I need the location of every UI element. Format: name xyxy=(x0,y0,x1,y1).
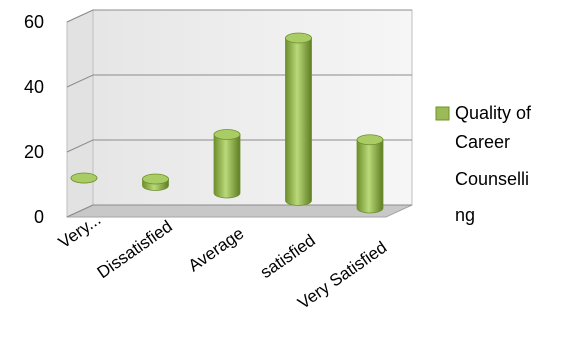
y-tick-label: 0 xyxy=(34,207,44,227)
legend: Quality of Career Counselli ng xyxy=(435,103,532,225)
legend-line-1: Quality of xyxy=(455,103,532,123)
bar xyxy=(213,129,241,199)
category-labels: Very...Dissatisfied Average satisfiedVery … xyxy=(55,210,390,313)
chart-side-wall xyxy=(66,9,94,218)
bar-top xyxy=(356,134,384,146)
y-axis-ticks: 0 20 40 60 xyxy=(24,12,44,227)
bar xyxy=(285,32,312,206)
category-label: satisfied xyxy=(257,231,319,282)
bar-body xyxy=(356,139,384,214)
gridline xyxy=(66,9,412,23)
bar xyxy=(70,172,98,184)
category-label: Dissatisfied xyxy=(94,217,176,282)
bar-top xyxy=(285,32,312,44)
legend-line-2: Career xyxy=(455,132,510,152)
bar-top xyxy=(142,173,169,185)
bar-body xyxy=(285,37,312,206)
bar-top xyxy=(70,172,98,184)
bar-top xyxy=(213,129,241,140)
bar-body xyxy=(213,134,241,199)
category-label: Average xyxy=(185,224,248,276)
y-tick-label: 40 xyxy=(24,77,44,97)
legend-line-4: ng xyxy=(455,205,475,225)
y-tick-label: 60 xyxy=(24,12,44,32)
legend-line-3: Counselli xyxy=(455,169,529,189)
legend-swatch xyxy=(435,106,450,121)
y-tick-label: 20 xyxy=(24,142,44,162)
bars xyxy=(70,32,384,214)
bar xyxy=(356,134,384,214)
bar xyxy=(142,173,169,191)
